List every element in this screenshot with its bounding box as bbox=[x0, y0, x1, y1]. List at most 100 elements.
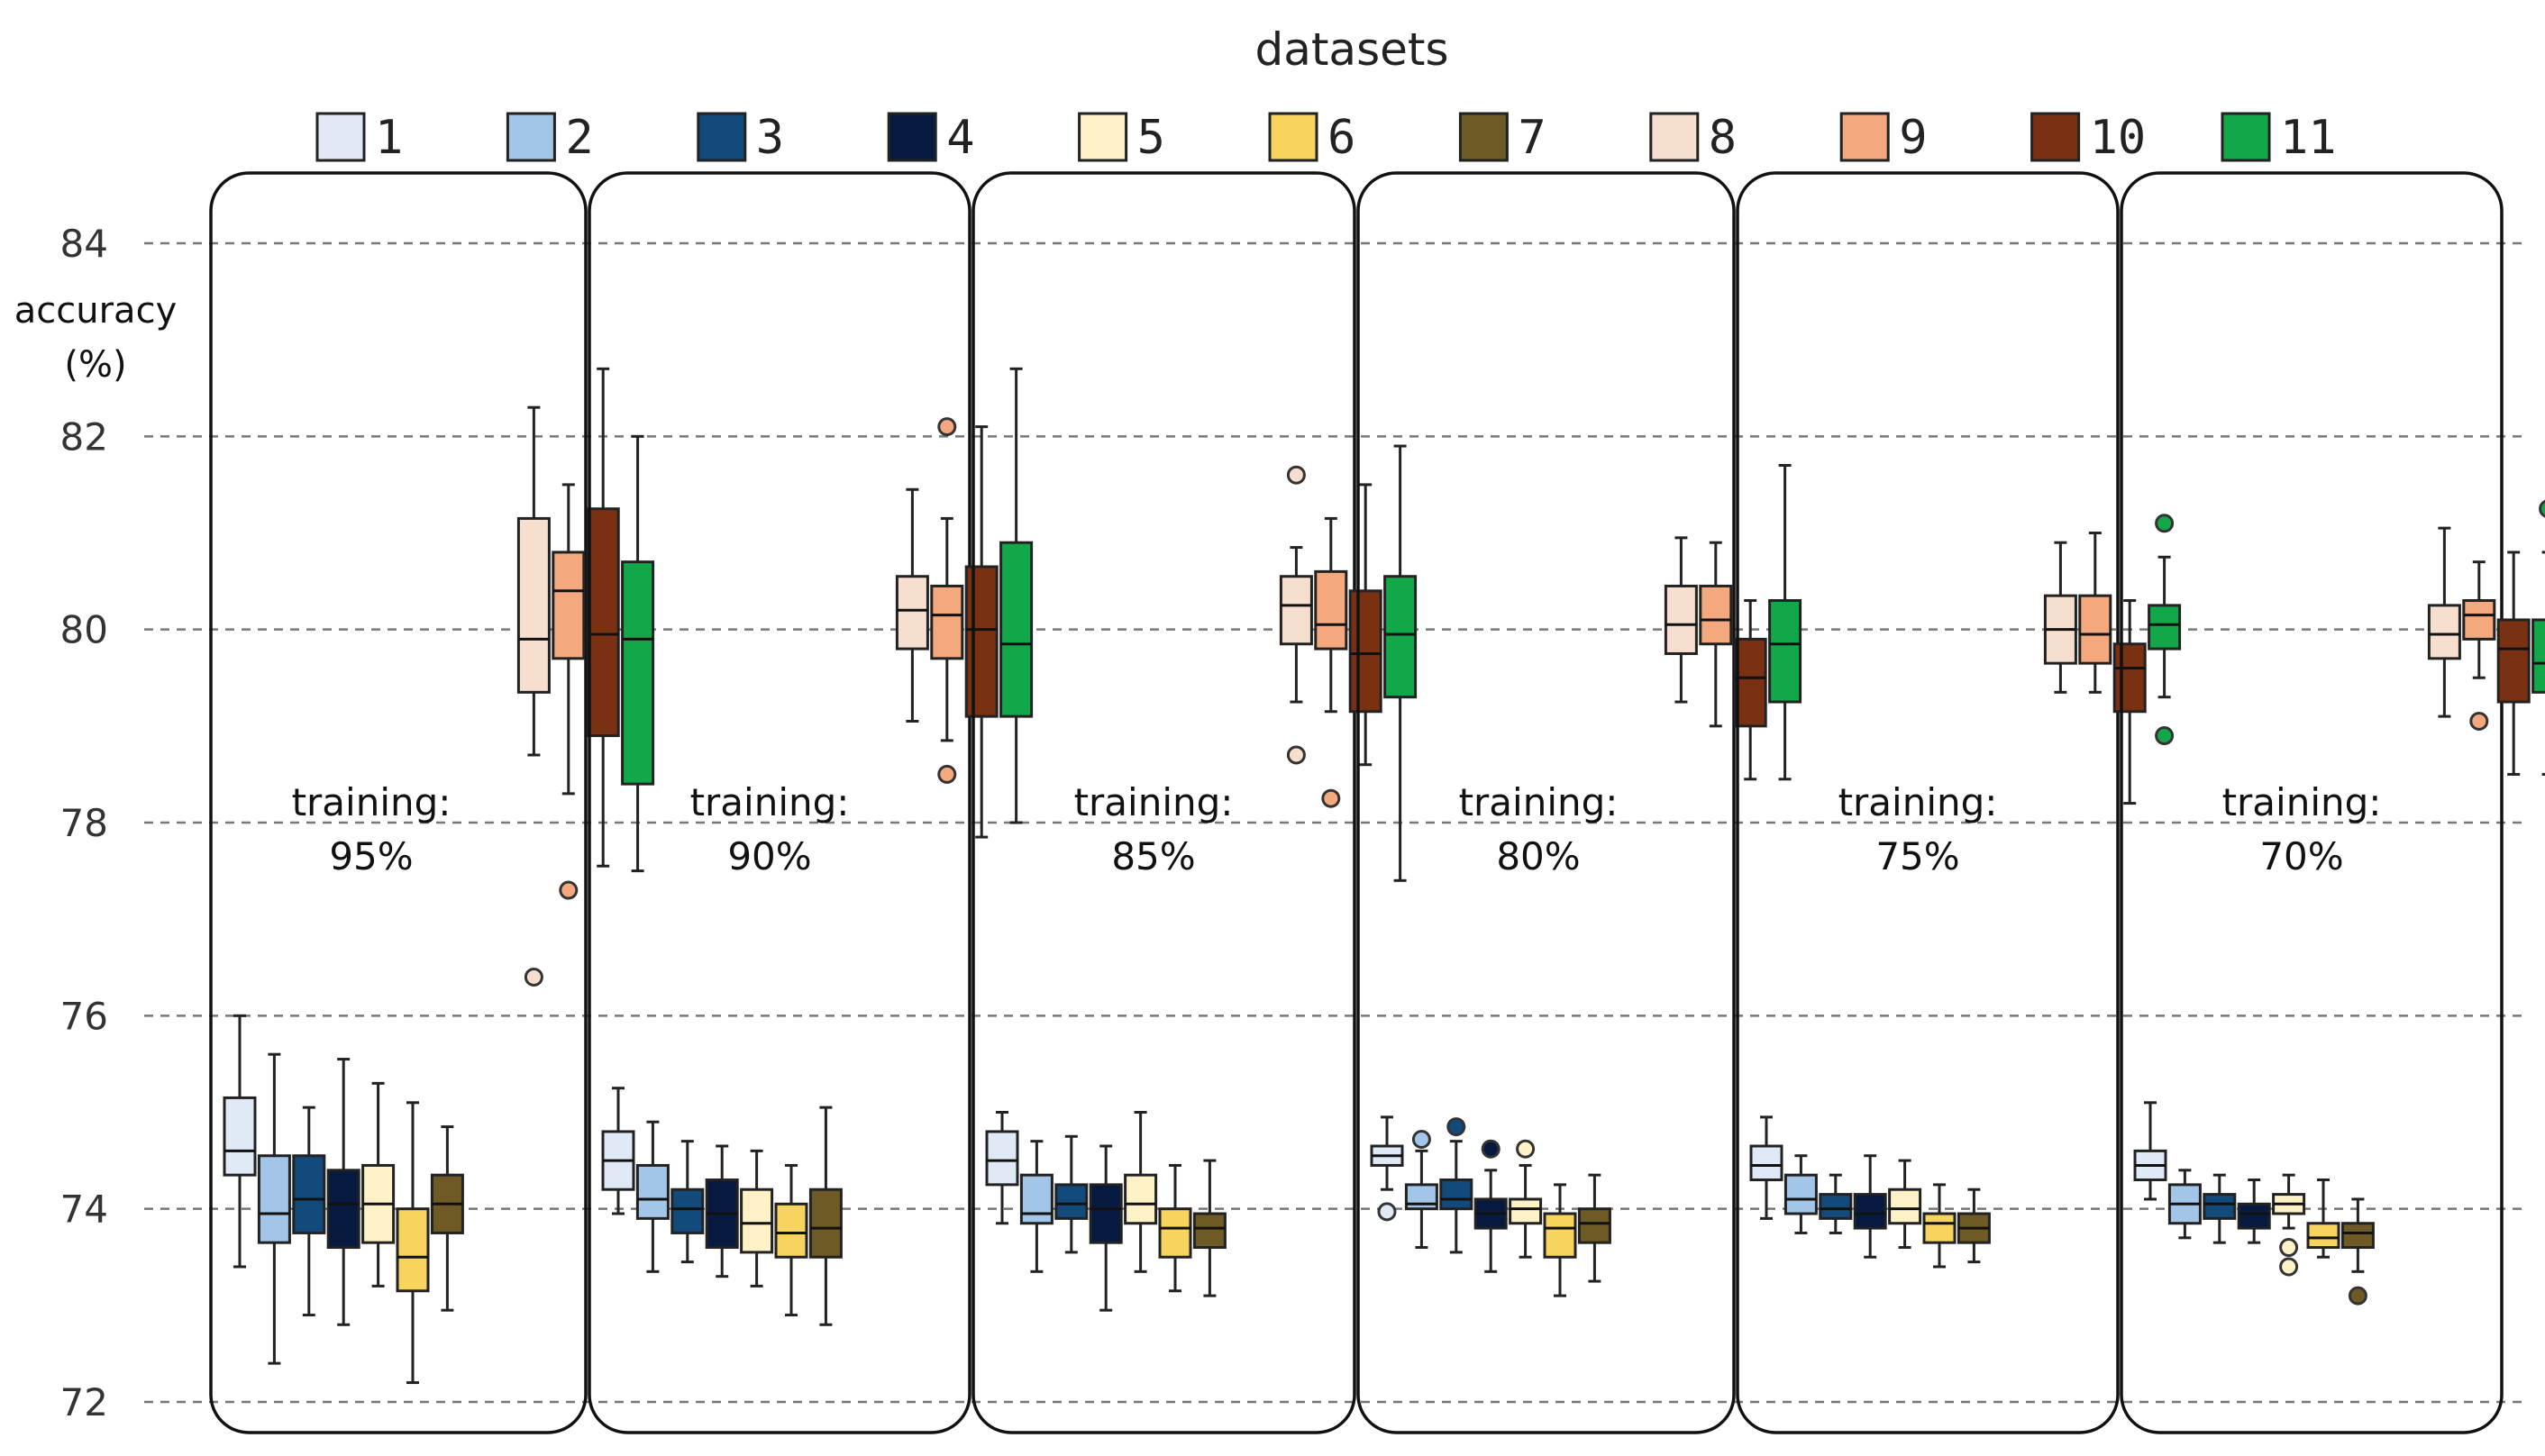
box-iqr bbox=[1054, 1183, 1089, 1220]
box-iqr bbox=[2237, 1202, 2271, 1230]
box-iqr bbox=[2427, 604, 2461, 660]
box-dataset-3 bbox=[292, 1106, 326, 1317]
box-iqr bbox=[1733, 637, 1767, 728]
box-dataset-4 bbox=[326, 1058, 360, 1326]
y-tick-label-78: 78 bbox=[60, 801, 108, 845]
box-dataset-11 bbox=[999, 367, 1034, 824]
box-dataset-10 bbox=[2112, 599, 2147, 805]
box-iqr bbox=[1819, 1193, 1853, 1220]
box-iqr bbox=[1768, 599, 1802, 704]
box-dataset-4 bbox=[2237, 1178, 2271, 1244]
box-iqr bbox=[2078, 594, 2112, 665]
legend-label-11: 11 bbox=[2280, 111, 2337, 165]
y-tick-label-80: 80 bbox=[60, 608, 108, 652]
box-iqr bbox=[2531, 618, 2545, 694]
box-dataset-1 bbox=[1370, 1115, 1404, 1222]
box-iqr bbox=[516, 516, 551, 694]
training-percent: 90% bbox=[727, 834, 811, 878]
legend-swatch-1 bbox=[315, 112, 366, 162]
outlier-point bbox=[2155, 726, 2175, 746]
y-tick-label-76: 76 bbox=[60, 994, 108, 1038]
box-dataset-5 bbox=[2272, 1173, 2306, 1277]
box-dataset-7 bbox=[2340, 1197, 2375, 1306]
box-dataset-8 bbox=[1664, 536, 1698, 704]
box-dataset-11 bbox=[1383, 444, 1418, 882]
box-iqr bbox=[552, 551, 586, 660]
box-iqr bbox=[2203, 1193, 2237, 1220]
panel-4: training: 80% bbox=[1356, 171, 1802, 1434]
box-iqr bbox=[1922, 1212, 1957, 1244]
panel-frame bbox=[971, 171, 1356, 1434]
legend-swatch-2 bbox=[506, 112, 556, 162]
box-iqr bbox=[1699, 584, 1733, 646]
outlier-point bbox=[559, 880, 579, 900]
box-iqr bbox=[1124, 1173, 1158, 1225]
box-dataset-3 bbox=[1054, 1134, 1089, 1254]
box-dataset-3 bbox=[670, 1140, 705, 1264]
box-iqr bbox=[292, 1154, 326, 1234]
box-iqr bbox=[223, 1096, 257, 1177]
box-dataset-1 bbox=[1749, 1115, 1783, 1220]
box-iqr bbox=[964, 565, 999, 718]
legend-swatch-11 bbox=[2221, 112, 2271, 162]
y-tick-label-84: 84 bbox=[60, 222, 108, 266]
legend-swatch-5 bbox=[1078, 112, 1128, 162]
outlier-point bbox=[1411, 1130, 1431, 1150]
box-iqr bbox=[1577, 1207, 1611, 1244]
box-iqr bbox=[1888, 1188, 1922, 1225]
box-dataset-9 bbox=[2078, 532, 2112, 694]
box-iqr bbox=[1439, 1178, 1473, 1211]
box-iqr bbox=[1348, 589, 1382, 714]
panel-frame bbox=[588, 171, 971, 1434]
box-iqr bbox=[985, 1130, 1019, 1187]
panel-1: training: 95% bbox=[209, 171, 655, 1434]
box-dataset-11 bbox=[2531, 499, 2545, 776]
box-dataset-2 bbox=[1404, 1130, 1438, 1250]
box-dataset-5 bbox=[1888, 1159, 1922, 1250]
box-dataset-4 bbox=[1853, 1154, 1887, 1259]
box-iqr bbox=[1749, 1144, 1783, 1182]
legend-swatch-4 bbox=[887, 112, 937, 162]
box-dataset-7 bbox=[1577, 1173, 1611, 1283]
box-iqr bbox=[999, 541, 1034, 718]
legend-label-8: 8 bbox=[1709, 111, 1737, 165]
box-iqr bbox=[2462, 599, 2496, 641]
legend-label-9: 9 bbox=[1899, 111, 1927, 165]
box-dataset-10 bbox=[1733, 599, 1767, 781]
y-axis-label-line-1: accuracy bbox=[14, 290, 177, 332]
outlier-point bbox=[2279, 1257, 2299, 1277]
training-percent: 95% bbox=[329, 834, 413, 878]
box-dataset-10 bbox=[964, 425, 999, 839]
box-iqr bbox=[1543, 1212, 1577, 1259]
legend-label-1: 1 bbox=[375, 111, 403, 165]
legend-swatch-8 bbox=[1649, 112, 1700, 162]
box-iqr bbox=[2306, 1222, 2340, 1250]
outlier-point bbox=[937, 764, 957, 784]
box-iqr bbox=[257, 1154, 291, 1244]
outlier-point bbox=[2539, 499, 2545, 518]
box-iqr bbox=[396, 1207, 430, 1293]
box-dataset-5 bbox=[1124, 1111, 1158, 1273]
panel-frame bbox=[1736, 171, 2120, 1434]
box-dataset-8 bbox=[1279, 465, 1313, 765]
box-iqr bbox=[895, 575, 929, 651]
y-axis: 72 74 76 78 80 82 84 bbox=[60, 222, 108, 1424]
box-dataset-8 bbox=[2043, 541, 2077, 694]
box-dataset-3 bbox=[1439, 1117, 1473, 1254]
legend-label-7: 7 bbox=[1518, 111, 1546, 165]
box-dataset-6 bbox=[1158, 1163, 1192, 1293]
box-iqr bbox=[930, 584, 964, 660]
box-dataset-8 bbox=[516, 405, 551, 987]
panel-frame bbox=[2120, 171, 2504, 1434]
box-dataset-2 bbox=[2167, 1169, 2202, 1240]
outlier-point bbox=[1481, 1139, 1501, 1159]
outlier-point bbox=[1377, 1202, 1397, 1222]
box-iqr bbox=[774, 1202, 808, 1259]
box-iqr bbox=[1019, 1173, 1054, 1225]
box-dataset-11 bbox=[621, 434, 655, 873]
y-tick-label-74: 74 bbox=[60, 1188, 108, 1232]
box-iqr bbox=[1383, 575, 1418, 699]
outlier-point bbox=[2279, 1238, 2299, 1258]
box-iqr bbox=[2496, 618, 2531, 704]
box-iqr bbox=[2340, 1222, 2375, 1250]
